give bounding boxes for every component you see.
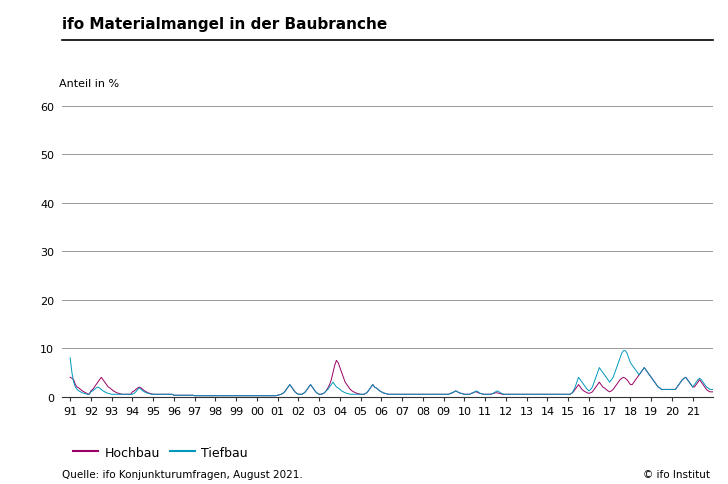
Text: Anteil in %: Anteil in % bbox=[59, 79, 119, 89]
Legend: Hochbau, Tiefbau: Hochbau, Tiefbau bbox=[68, 441, 253, 464]
Text: © ifo Institut: © ifo Institut bbox=[643, 469, 710, 479]
Text: Quelle: ifo Konjunkturumfragen, August 2021.: Quelle: ifo Konjunkturumfragen, August 2… bbox=[62, 469, 303, 479]
Text: ifo Materialmangel in der Baubranche: ifo Materialmangel in der Baubranche bbox=[62, 16, 387, 31]
